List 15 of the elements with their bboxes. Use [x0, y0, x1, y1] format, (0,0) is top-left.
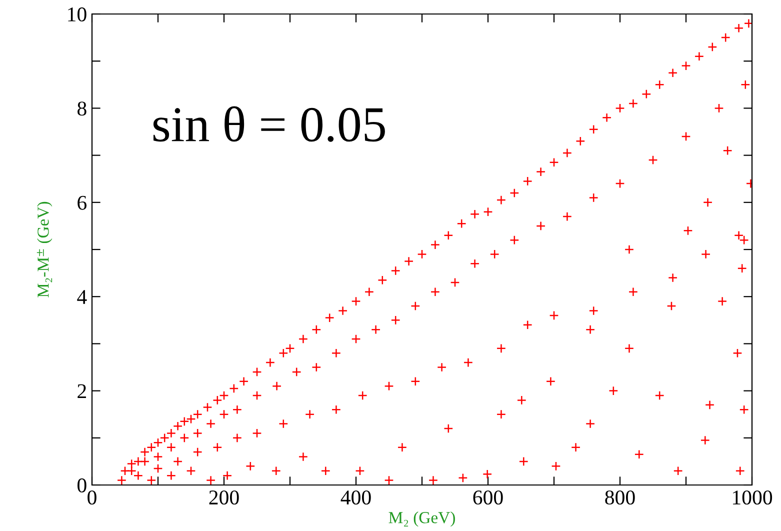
x-axis-title: M₂ (GeV)	[388, 512, 455, 527]
y-tick-label: 0	[78, 478, 86, 492]
y-tick-label: 2	[78, 384, 86, 398]
y-tick-label: 8	[78, 102, 86, 116]
y-tick-label: 4	[77, 290, 87, 304]
x-tick-label: 200	[209, 490, 239, 505]
x-tick-label: 0	[88, 490, 96, 505]
y-tick-label: 6	[78, 196, 87, 210]
x-tick-label: 800	[605, 490, 635, 505]
y-axis-title: M₂-M$^{±}$ (GeV)	[36, 202, 52, 298]
annotation: sin θ = 0.05	[153, 106, 385, 142]
x-tick-label: 400	[340, 490, 371, 505]
x-tick-label: 600	[473, 490, 503, 505]
x-tick-label: 1000	[733, 490, 772, 505]
y-tick-label: 10	[68, 7, 86, 22]
